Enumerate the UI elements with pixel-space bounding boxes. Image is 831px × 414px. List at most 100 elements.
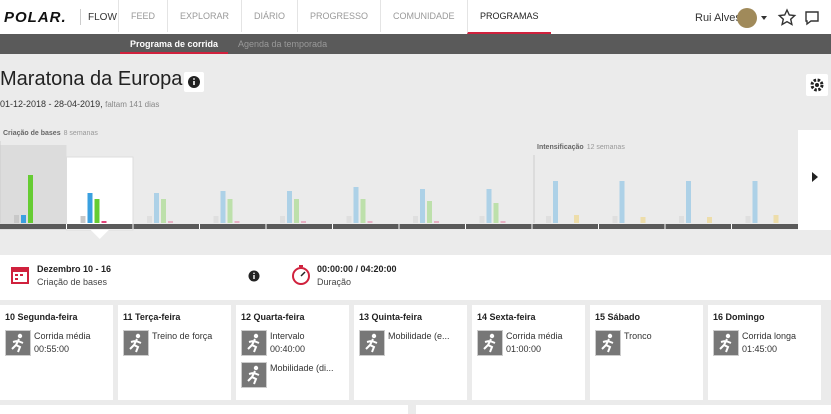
week-bar: [434, 221, 439, 223]
nav-item[interactable]: PROGRESSO: [297, 0, 380, 32]
activity-icon[interactable]: [359, 330, 385, 356]
week-bar: [479, 216, 485, 223]
week-bar: [213, 216, 219, 223]
week-info[interactable]: [248, 270, 260, 282]
stopwatch-icon: [292, 265, 310, 285]
figure: [247, 333, 260, 353]
week-bar: [227, 199, 233, 223]
week-bar: [486, 189, 492, 223]
sub-nav-item[interactable]: Programa de corrida: [120, 34, 229, 54]
week-bar: [686, 181, 691, 223]
product: FLOW: [88, 12, 117, 23]
figure: [719, 333, 732, 353]
figure: [11, 333, 24, 353]
panel: [416, 405, 831, 414]
activity-icon[interactable]: [713, 330, 739, 356]
nav-item[interactable]: DIÁRIO: [241, 0, 297, 32]
program-dates: 01-12-2018 - 28-04-2019, faltam 141 dias: [0, 99, 159, 109]
nav-item[interactable]: PROGRAMAS: [467, 0, 551, 34]
calendar-icon: [11, 267, 29, 284]
day-label: 11 Terça-feira: [123, 312, 181, 322]
sub-nav-item[interactable]: Agenda da temporada: [238, 39, 328, 49]
settings-button[interactable]: [806, 74, 828, 96]
week-bar: [154, 193, 159, 223]
figure: [483, 333, 496, 353]
activity-icon[interactable]: [123, 330, 149, 356]
week-summary: [0, 255, 831, 300]
week-bar: [773, 215, 779, 223]
week-bar: [94, 199, 100, 223]
activity-time: 00:40:00: [270, 344, 306, 354]
activity-icon[interactable]: [5, 330, 31, 356]
week-bar: [413, 216, 418, 223]
nav-item[interactable]: COMUNIDADE: [380, 0, 467, 32]
week-duration: 00:00:00 / 04:20:00: [317, 264, 397, 274]
week-bar: [367, 221, 373, 223]
selected-pointer: [90, 230, 109, 239]
activity-name: Tronco: [624, 331, 652, 341]
week-bar: [147, 216, 152, 223]
week-bar: [280, 216, 285, 223]
next-button[interactable]: [798, 130, 831, 230]
week-chart: Criação de bases 8 semanas Intensificação 1…: [0, 130, 831, 239]
duration-label: Duração: [317, 277, 352, 287]
caret[interactable]: [761, 16, 767, 20]
day-label: 16 Domingo: [713, 312, 765, 322]
nav-item[interactable]: FEED: [118, 0, 167, 32]
week-bar: [427, 201, 432, 223]
week-bar: [612, 216, 618, 223]
week-bar: [707, 217, 712, 223]
activity-name: Corrida média: [506, 331, 563, 341]
favorites-icon[interactable]: [777, 8, 797, 26]
activity-icon[interactable]: [241, 362, 267, 388]
activity-name: Intervalo: [270, 331, 305, 341]
activity-icon[interactable]: [595, 330, 621, 356]
past-week-bg: [0, 145, 67, 230]
activity-time: 01:00:00: [506, 344, 542, 354]
week-bar: [301, 221, 306, 223]
nav-item[interactable]: EXPLORAR: [167, 0, 241, 32]
next-arrow: [812, 172, 818, 182]
user-name[interactable]: Rui Alves: [695, 12, 741, 24]
week-bar: [553, 181, 558, 223]
phase-label: Intensificação: [537, 144, 584, 151]
activity-icon[interactable]: [241, 330, 267, 356]
day-label: 15 Sábado: [595, 312, 641, 322]
program-title: Maratona da Europa: [0, 68, 183, 90]
week-bar: [101, 221, 107, 223]
sub-nav: [0, 34, 831, 54]
activity-name: Treino de força: [152, 331, 213, 341]
week-bar: [287, 191, 292, 223]
week-bar: [420, 189, 425, 223]
activity-time: 01:45:00: [742, 344, 778, 354]
activity-name: Corrida média: [34, 331, 91, 341]
messages-icon[interactable]: [805, 11, 819, 26]
week-bar: [574, 215, 579, 223]
figure: [129, 333, 142, 353]
avatar[interactable]: [737, 8, 757, 28]
week-bar: [87, 193, 93, 223]
week-bar: [679, 216, 684, 223]
week-bar: [353, 187, 359, 223]
week-bar: [168, 221, 173, 223]
week-bar: [220, 191, 226, 223]
activity-icon[interactable]: [477, 330, 503, 356]
day-label: 10 Segunda-feira: [5, 312, 78, 322]
info-button[interactable]: [184, 72, 204, 92]
logo[interactable]: POLAR.: [4, 9, 67, 26]
figure: [365, 333, 378, 353]
week-bar: [28, 175, 33, 223]
remaining: faltam 141 dias: [105, 100, 160, 109]
week-bar: [294, 199, 299, 223]
week-bar: [234, 221, 240, 223]
activity-name: Mobilidade (e...: [388, 331, 450, 341]
day-label: 12 Quarta-feira: [241, 312, 305, 322]
week-bar: [640, 217, 646, 223]
activity-name: Corrida longa: [742, 331, 797, 341]
day-label: 14 Sexta-feira: [477, 312, 536, 322]
activity-time: 00:55:00: [34, 344, 70, 354]
day-label: 13 Quinta-feira: [359, 312, 423, 322]
week-bar: [80, 216, 86, 223]
week-bar: [161, 199, 166, 223]
week-bar: [360, 199, 366, 223]
